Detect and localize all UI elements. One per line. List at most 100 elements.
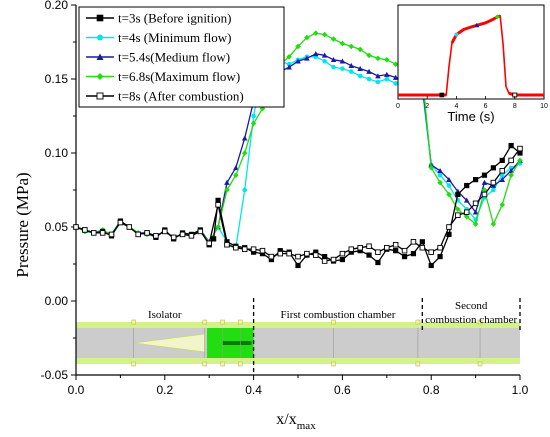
- data-point: [490, 165, 496, 171]
- data-point: [340, 66, 345, 71]
- port-marker: [415, 361, 421, 367]
- data-point: [366, 52, 372, 59]
- data-point: [295, 262, 301, 269]
- y-tick-label: -0.05: [41, 368, 69, 382]
- data-point: [401, 254, 408, 260]
- inset-marker: [494, 14, 500, 20]
- duct-top-wall: [76, 322, 520, 328]
- port-marker: [238, 361, 243, 367]
- data-point: [437, 167, 443, 174]
- data-point: [339, 58, 346, 64]
- x-axis-label-main: x/x: [276, 411, 296, 428]
- data-point: [472, 209, 479, 215]
- data-point: [508, 172, 514, 178]
- data-point: [481, 172, 488, 178]
- data-point: [392, 74, 399, 80]
- data-point: [517, 145, 523, 152]
- data-point: [499, 202, 506, 208]
- data-point: [428, 262, 434, 269]
- data-point: [224, 187, 230, 193]
- data-point: [117, 219, 124, 226]
- data-point: [490, 179, 497, 186]
- section-label: First combustion chamber: [281, 309, 396, 321]
- data-point: [91, 230, 97, 236]
- legend-swatch-marker: [96, 92, 104, 100]
- data-point: [286, 61, 292, 67]
- data-point: [295, 43, 301, 50]
- data-point: [321, 52, 328, 58]
- data-point: [357, 244, 363, 251]
- data-point: [499, 172, 505, 178]
- data-point: [250, 120, 257, 127]
- series-0: [73, 143, 523, 269]
- legend-label: t=6.8s(Maximum flow): [118, 69, 240, 84]
- inset-x-tick-label: 2: [425, 103, 429, 110]
- data-point: [357, 65, 363, 71]
- data-point: [491, 187, 496, 193]
- section-label: combustion chamber: [425, 314, 517, 326]
- data-point: [437, 244, 443, 251]
- data-point: [446, 176, 452, 182]
- data-point: [375, 73, 381, 79]
- data-point: [233, 172, 239, 178]
- data-point: [375, 79, 381, 85]
- port-marker: [202, 319, 208, 325]
- legend-swatch-marker: [97, 34, 103, 41]
- port-marker: [415, 319, 421, 325]
- inset-frame: [397, 4, 545, 100]
- y-tick-label: 0.10: [45, 146, 69, 160]
- data-point: [392, 61, 399, 67]
- inset-x-axis-label: Time (s): [447, 109, 494, 124]
- data-point: [348, 62, 355, 68]
- axes: 0.0 0.2 0.4 0.6 0.8 1.0 -0.05 0.00 0.05 0.10 0.15 0…: [41, 0, 529, 397]
- port-marker: [331, 319, 336, 325]
- strut: [222, 341, 252, 345]
- data-point: [330, 56, 337, 63]
- data-point: [481, 191, 488, 198]
- port-marker: [220, 319, 225, 325]
- data-point: [393, 248, 399, 254]
- data-point: [259, 247, 266, 254]
- data-point: [241, 135, 248, 141]
- data-point: [224, 179, 230, 185]
- data-point: [322, 254, 328, 260]
- data-point: [321, 31, 328, 38]
- data-point: [437, 172, 443, 178]
- data-point: [304, 250, 310, 257]
- duct-bottom-wall: [76, 358, 520, 364]
- data-point: [153, 233, 159, 239]
- data-point: [393, 81, 398, 86]
- data-point: [472, 221, 479, 227]
- data-point: [215, 224, 221, 230]
- data-point: [375, 249, 381, 255]
- data-point: [348, 43, 355, 50]
- data-point: [251, 113, 256, 119]
- data-point: [82, 227, 88, 233]
- series-line: [75, 148, 521, 262]
- data-point: [446, 231, 452, 238]
- data-point: [375, 259, 381, 266]
- data-point: [490, 221, 497, 227]
- data-point: [384, 76, 390, 82]
- data-point: [464, 182, 470, 189]
- data-point: [241, 150, 248, 156]
- data-point: [241, 246, 248, 252]
- data-point: [250, 246, 257, 252]
- port-marker: [238, 319, 243, 325]
- data-point: [277, 250, 283, 257]
- data-point: [331, 64, 336, 70]
- data-point: [446, 183, 452, 188]
- data-point: [446, 191, 452, 198]
- data-point: [330, 36, 337, 42]
- port-marker: [131, 361, 136, 367]
- data-point: [170, 234, 177, 241]
- data-point: [463, 197, 470, 203]
- legend-swatch-marker: [96, 53, 104, 60]
- data-point: [348, 69, 354, 74]
- data-point: [339, 40, 346, 47]
- inset-x-tick-label: 10: [540, 103, 548, 110]
- section-label: Second: [455, 300, 488, 312]
- data-point: [286, 64, 292, 70]
- data-point: [517, 157, 523, 164]
